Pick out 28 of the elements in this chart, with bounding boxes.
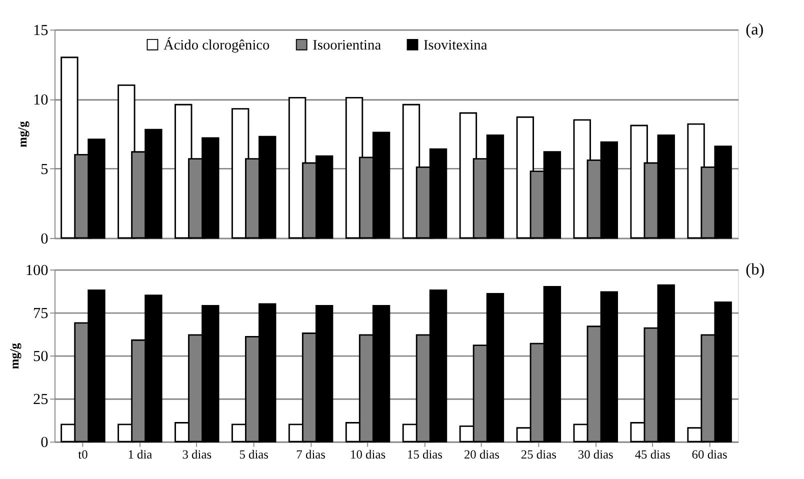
legend-label: Isovitexina <box>424 37 488 54</box>
y-tick-label: 0 <box>40 434 49 451</box>
y-tick-label: 15 <box>32 22 49 39</box>
x-tick-label: t0 <box>78 447 88 462</box>
x-tick-label: 3 dias <box>182 447 212 462</box>
legend-label: Isoorientina <box>312 37 382 54</box>
x-tick-label: 15 dias <box>406 447 443 462</box>
x-tick-label: 20 dias <box>464 447 500 462</box>
x-tick-label: 7 dias <box>296 447 326 462</box>
y-tick-label: 10 <box>32 91 49 108</box>
x-tick-label: 60 dias <box>692 447 728 462</box>
text: (b) <box>746 260 765 278</box>
text: (a) <box>746 20 764 38</box>
y-tick-label: 0 <box>40 230 49 248</box>
legend-label: Ácido clorogênico <box>163 36 270 54</box>
x-tick-label: 45 dias <box>634 447 671 462</box>
y-tick-label: 5 <box>40 160 49 178</box>
y-tick-label: 100 <box>25 262 49 279</box>
y-tick-label: 25 <box>32 390 49 408</box>
y-axis-title: mg/g <box>15 120 30 148</box>
y-tick-label: 50 <box>32 348 49 365</box>
y-axis-title: mg/g <box>8 342 22 370</box>
x-tick-label: 30 dias <box>578 447 614 462</box>
x-tick-label: 10 dias <box>350 447 386 462</box>
x-tick-label: 5 dias <box>239 447 269 462</box>
x-tick-label: 1 dia <box>128 447 153 462</box>
y-tick-label: 75 <box>32 304 49 322</box>
x-tick-label: 25 dias <box>520 447 557 462</box>
